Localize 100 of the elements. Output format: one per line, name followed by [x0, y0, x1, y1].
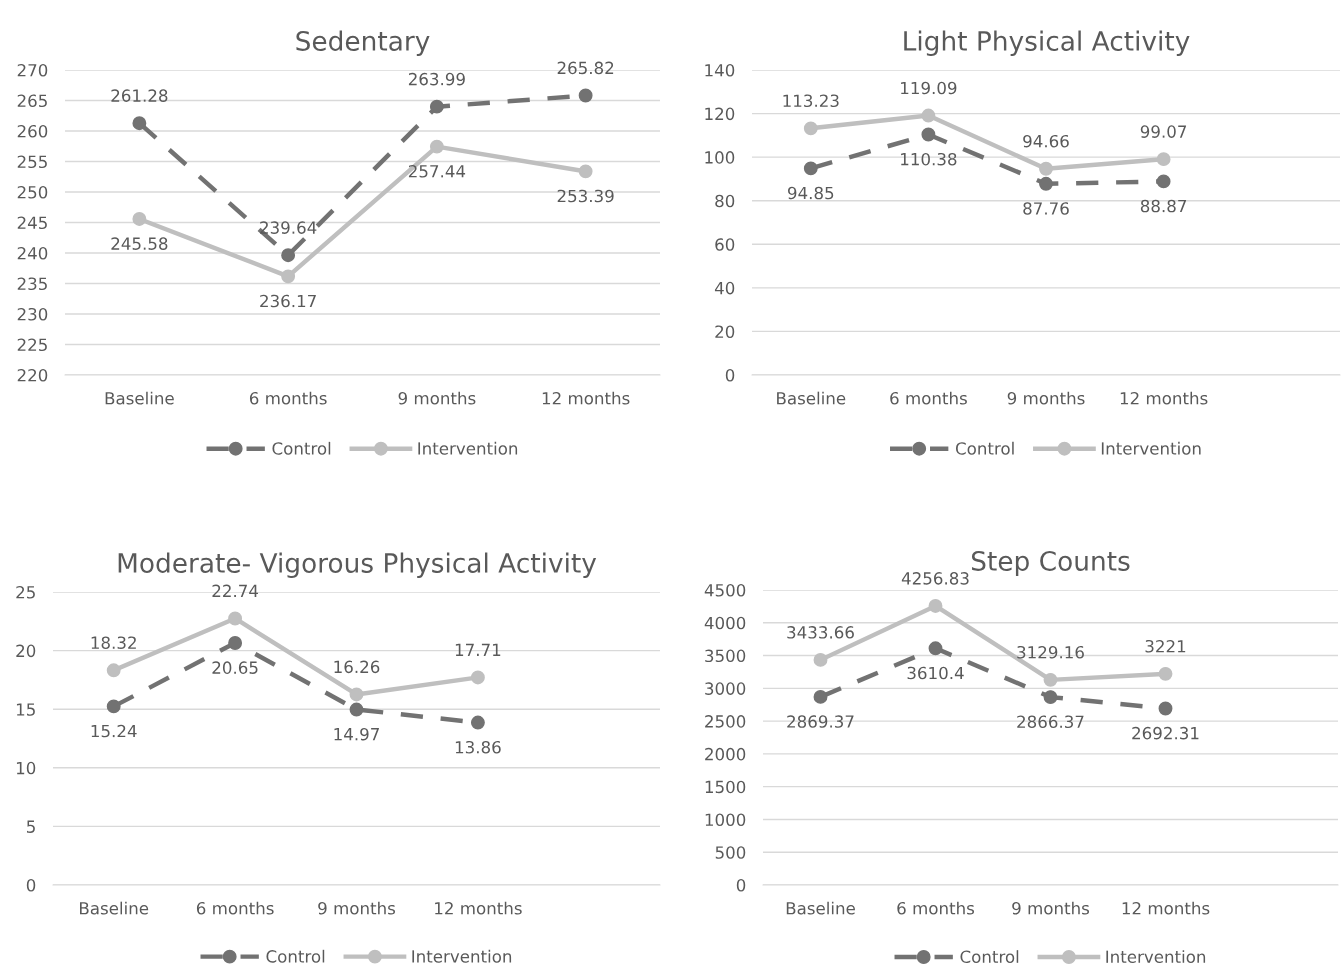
y-tick-label: 25	[16, 585, 35, 599]
data-label: 3610.4	[907, 666, 964, 680]
point	[813, 689, 828, 704]
x-tick-label: 6 months	[897, 901, 975, 915]
x-tick-label: 9 months	[1012, 901, 1090, 915]
point	[429, 99, 444, 114]
point	[1158, 666, 1173, 681]
y-tick-label: 260	[17, 124, 48, 138]
y-tick-label: 10	[16, 761, 36, 775]
y-tick-label: 240	[17, 246, 48, 260]
data-label: 3221	[1145, 639, 1186, 653]
x-tick-label: 12 months	[1122, 901, 1210, 915]
y-tick-label: 1500	[705, 780, 746, 794]
x-tick-label: Baseline	[80, 901, 149, 915]
point	[1039, 161, 1053, 176]
y-tick-label: 15	[16, 703, 35, 716]
y-tick-label: 500	[715, 846, 746, 859]
data-label: 253.39	[557, 189, 614, 203]
data-label: 94.66	[1023, 134, 1069, 148]
legend-label: Control	[272, 441, 331, 455]
y-tick-label: 230	[17, 307, 48, 321]
y-tick-label: 2500	[705, 715, 746, 728]
y-tick-label: 0	[725, 368, 735, 382]
y-tick-label: 250	[17, 185, 48, 199]
point	[228, 636, 243, 650]
data-label: 4256.83	[901, 572, 969, 585]
data-label: 3129.16	[1017, 645, 1084, 659]
y-tick-label: 20	[715, 325, 735, 338]
data-label: 99.07	[1140, 125, 1187, 138]
y-tick-label: 1000	[705, 813, 746, 827]
x-tick-label: 9 months	[1007, 391, 1085, 405]
point	[132, 116, 147, 131]
x-tick-label: 9 months	[398, 391, 476, 405]
data-label: 94.85	[787, 186, 834, 200]
y-tick-label: 225	[17, 338, 47, 352]
y-tick-label: 120	[705, 107, 735, 121]
data-label: 18.32	[91, 636, 136, 649]
x-tick-label: 12 months	[542, 391, 630, 405]
x-tick-label: 12 months	[435, 901, 522, 915]
data-label: 2869.37	[787, 715, 854, 728]
y-tick-label: 80	[715, 194, 735, 208]
data-label: 3433.66	[787, 626, 854, 639]
legend-label: Intervention	[1101, 441, 1201, 455]
y-tick-label: 3000	[705, 682, 746, 695]
point	[803, 121, 818, 136]
chart-title: Step Counts	[971, 550, 1130, 577]
x-tick-label: 9 months	[318, 901, 396, 915]
y-tick-label: 4000	[704, 616, 746, 630]
point	[1156, 174, 1171, 189]
y-tick-label: 5	[27, 820, 35, 833]
legend-label: Intervention	[412, 949, 512, 963]
point	[928, 641, 943, 656]
point	[578, 88, 593, 103]
data-label: 119.09	[901, 81, 957, 95]
y-tick-label: 20	[16, 644, 36, 658]
point	[803, 161, 818, 176]
x-tick-label: Baseline	[105, 391, 174, 405]
y-tick-label: 0	[736, 878, 746, 892]
data-label: 2692.31	[1132, 726, 1199, 740]
legend-label: Intervention	[418, 441, 518, 455]
data-label: 113.23	[783, 94, 839, 108]
data-label: 15.24	[91, 724, 137, 738]
data-label: 265.82	[557, 61, 614, 75]
x-tick-label: 12 months	[1120, 391, 1208, 405]
data-label: 261.28	[111, 89, 168, 102]
data-label: 236.17	[260, 294, 316, 308]
point	[1039, 176, 1053, 191]
point	[928, 598, 943, 613]
data-label: 87.76	[1023, 202, 1069, 215]
chart-title: Moderate- Vigorous Physical Activity	[118, 552, 597, 579]
point	[1156, 152, 1171, 167]
y-tick-label: 255	[17, 155, 47, 169]
legend-label: Control	[266, 949, 325, 963]
y-tick-label: 245	[17, 216, 47, 230]
y-tick-label: 100	[705, 151, 735, 164]
x-tick-label: Baseline	[777, 391, 846, 405]
point	[349, 702, 364, 717]
data-label: 16.26	[334, 660, 380, 674]
point	[132, 212, 147, 226]
point	[921, 127, 936, 142]
point	[106, 699, 121, 714]
data-label: 239.64	[260, 221, 317, 234]
data-label: 14.97	[334, 727, 379, 741]
y-tick-label: 235	[17, 277, 47, 291]
legend-label: Intervention	[1106, 950, 1206, 964]
point	[349, 687, 364, 702]
point	[429, 139, 444, 154]
y-tick-label: 265	[17, 94, 47, 108]
chart-title: Sedentary	[296, 30, 430, 57]
point	[228, 611, 243, 626]
legend-label: Control	[960, 950, 1019, 964]
y-tick-label: 2000	[705, 747, 746, 761]
point	[921, 108, 936, 123]
x-tick-label: 6 months	[890, 391, 967, 405]
x-tick-label: 6 months	[249, 391, 327, 405]
y-tick-label: 40	[714, 281, 735, 295]
y-tick-label: 0	[26, 878, 36, 892]
point	[1043, 672, 1058, 687]
point	[813, 652, 828, 667]
data-label: 245.58	[111, 237, 168, 250]
